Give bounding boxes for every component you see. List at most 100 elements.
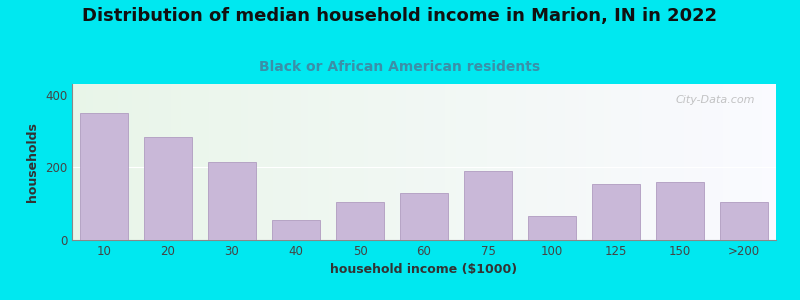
Bar: [333, 84, 336, 240]
Bar: [477, 84, 480, 240]
Bar: [311, 84, 315, 240]
Bar: [251, 84, 255, 240]
Bar: [272, 220, 320, 240]
Text: Black or African American residents: Black or African American residents: [259, 60, 541, 74]
Text: City-Data.com: City-Data.com: [675, 95, 755, 105]
Bar: [322, 84, 326, 240]
Bar: [670, 84, 674, 240]
Bar: [276, 84, 280, 240]
Bar: [364, 84, 368, 240]
Bar: [273, 84, 276, 240]
Bar: [110, 84, 114, 240]
Bar: [716, 84, 720, 240]
Bar: [621, 84, 625, 240]
Bar: [75, 84, 79, 240]
Bar: [653, 84, 656, 240]
Bar: [283, 84, 286, 240]
Bar: [695, 84, 698, 240]
Bar: [301, 84, 304, 240]
Bar: [632, 84, 635, 240]
Bar: [208, 162, 256, 240]
Bar: [431, 84, 434, 240]
Bar: [656, 182, 704, 240]
Bar: [618, 84, 621, 240]
Bar: [107, 84, 110, 240]
Bar: [586, 84, 590, 240]
Bar: [329, 84, 333, 240]
Bar: [575, 84, 579, 240]
Bar: [462, 84, 466, 240]
Bar: [389, 84, 392, 240]
Bar: [635, 84, 638, 240]
Bar: [255, 84, 258, 240]
Y-axis label: households: households: [26, 122, 39, 202]
Bar: [484, 84, 487, 240]
Bar: [336, 84, 339, 240]
Bar: [79, 84, 82, 240]
Bar: [406, 84, 410, 240]
Bar: [434, 84, 438, 240]
Bar: [528, 216, 576, 240]
Bar: [709, 84, 713, 240]
Bar: [565, 84, 568, 240]
Bar: [614, 84, 618, 240]
Bar: [734, 84, 738, 240]
Bar: [216, 84, 220, 240]
Bar: [607, 84, 610, 240]
Bar: [170, 84, 174, 240]
Bar: [592, 184, 640, 240]
Bar: [223, 84, 227, 240]
Bar: [519, 84, 522, 240]
Bar: [424, 84, 427, 240]
Bar: [262, 84, 266, 240]
Bar: [326, 84, 329, 240]
Bar: [494, 84, 498, 240]
Bar: [544, 84, 547, 240]
Bar: [280, 84, 283, 240]
Bar: [421, 84, 424, 240]
Bar: [554, 84, 558, 240]
Bar: [706, 84, 709, 240]
Bar: [210, 84, 213, 240]
Bar: [685, 84, 688, 240]
Bar: [178, 84, 181, 240]
Bar: [744, 84, 748, 240]
Bar: [610, 84, 614, 240]
Bar: [160, 84, 163, 240]
Bar: [470, 84, 474, 240]
Bar: [308, 84, 311, 240]
Bar: [466, 84, 470, 240]
Bar: [202, 84, 206, 240]
Bar: [122, 84, 125, 240]
Bar: [403, 84, 406, 240]
Bar: [442, 84, 445, 240]
Bar: [93, 84, 97, 240]
Bar: [354, 84, 357, 240]
Bar: [146, 84, 150, 240]
Bar: [678, 84, 681, 240]
Bar: [568, 84, 572, 240]
Bar: [258, 84, 262, 240]
Bar: [562, 84, 565, 240]
Bar: [315, 84, 318, 240]
Bar: [720, 84, 723, 240]
Bar: [730, 84, 734, 240]
Bar: [90, 84, 93, 240]
Bar: [590, 84, 593, 240]
Bar: [667, 84, 670, 240]
Bar: [188, 84, 192, 240]
Bar: [399, 84, 403, 240]
Bar: [751, 84, 755, 240]
Bar: [660, 84, 663, 240]
Bar: [195, 84, 198, 240]
Bar: [452, 84, 456, 240]
Bar: [464, 171, 512, 240]
Bar: [294, 84, 298, 240]
Bar: [638, 84, 642, 240]
Bar: [487, 84, 491, 240]
Bar: [762, 84, 766, 240]
Bar: [343, 84, 346, 240]
Bar: [396, 84, 399, 240]
X-axis label: household income ($1000): household income ($1000): [330, 263, 518, 276]
Bar: [691, 84, 695, 240]
